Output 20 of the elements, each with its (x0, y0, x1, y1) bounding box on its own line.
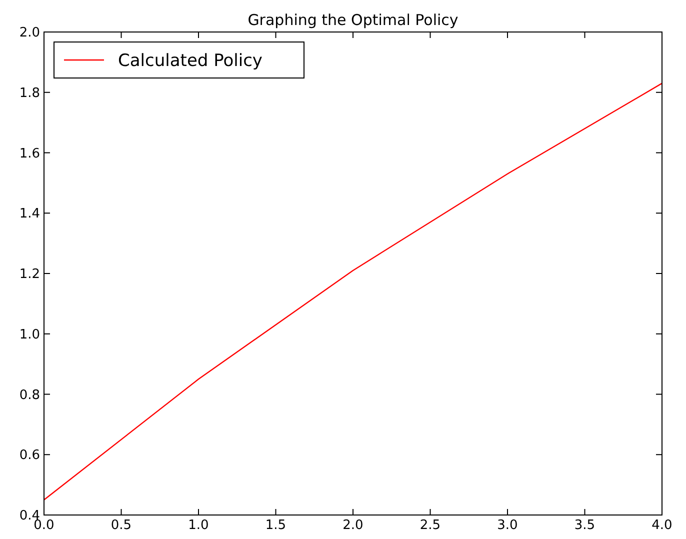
x-tick-label: 0.0 (34, 518, 54, 533)
x-tick-label: 3.0 (497, 518, 518, 533)
legend-label: Calculated Policy (118, 50, 262, 71)
y-tick-label: 1.0 (19, 327, 40, 342)
x-tick-label: 3.5 (574, 518, 596, 533)
chart-title: Graphing the Optimal Policy (248, 11, 458, 29)
x-tick-label: 2.5 (420, 518, 441, 533)
y-tick-label: 1.4 (19, 206, 40, 222)
x-tick-label: 1.5 (265, 518, 286, 533)
y-tick-label: 0.8 (19, 388, 40, 403)
x-tick-label: 0.5 (110, 518, 132, 533)
x-tick-label: 1.0 (188, 518, 209, 533)
y-tick-label: 2.0 (19, 26, 40, 41)
y-tick-label: 0.6 (19, 448, 40, 464)
line-series (43, 82, 663, 501)
x-tick-label: 4.0 (652, 518, 672, 533)
x-tick-label: 2.0 (342, 518, 364, 533)
y-tick-label: 1.2 (19, 267, 40, 282)
y-tick-label: 1.6 (19, 146, 40, 162)
y-tick-label: 1.8 (19, 86, 40, 101)
